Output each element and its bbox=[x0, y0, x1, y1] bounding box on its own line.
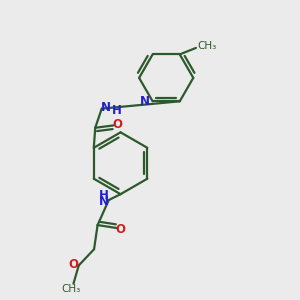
Text: CH₃: CH₃ bbox=[61, 284, 81, 294]
Text: O: O bbox=[112, 118, 122, 131]
Text: CH₃: CH₃ bbox=[197, 40, 217, 51]
Text: N: N bbox=[101, 101, 111, 114]
Text: O: O bbox=[115, 223, 125, 236]
Text: H: H bbox=[112, 104, 122, 118]
Text: N: N bbox=[140, 95, 150, 108]
Text: N: N bbox=[98, 195, 109, 208]
Text: H: H bbox=[98, 189, 108, 202]
Text: O: O bbox=[68, 258, 78, 271]
